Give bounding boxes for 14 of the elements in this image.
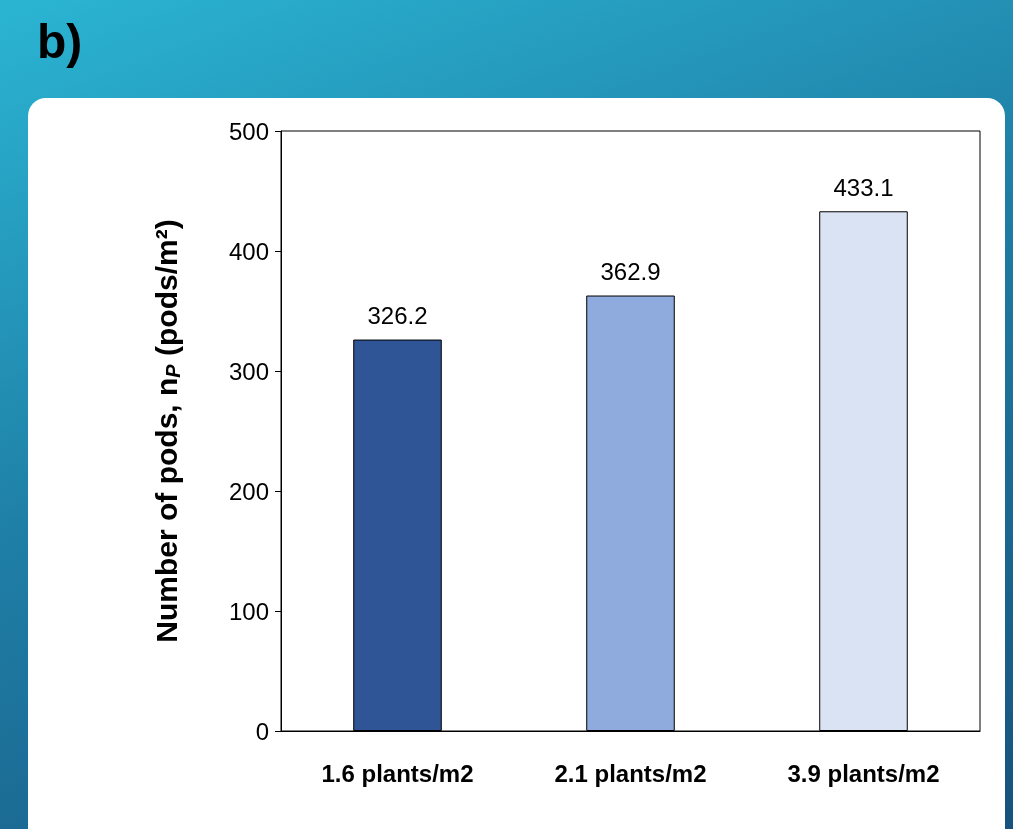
y-tick-label: 500 — [228, 117, 269, 145]
y-axis-title: Number of pods, nP (pods/m²) — [149, 219, 184, 643]
y-tick-label: 400 — [228, 237, 269, 265]
y-tick-label: 0 — [255, 717, 269, 745]
y-tick-label: 200 — [228, 477, 269, 505]
data-label: 433.1 — [833, 173, 894, 201]
x-tick-label: 3.9 plants/m2 — [787, 759, 940, 787]
y-tick-label: 300 — [228, 357, 269, 385]
x-tick-label: 1.6 plants/m2 — [321, 759, 474, 787]
x-tick-label: 2.1 plants/m2 — [554, 759, 707, 787]
data-label: 326.2 — [367, 302, 428, 330]
y-tick-label: 100 — [228, 597, 269, 625]
chart-title: b) — [37, 14, 83, 68]
data-label: 362.9 — [600, 258, 661, 286]
